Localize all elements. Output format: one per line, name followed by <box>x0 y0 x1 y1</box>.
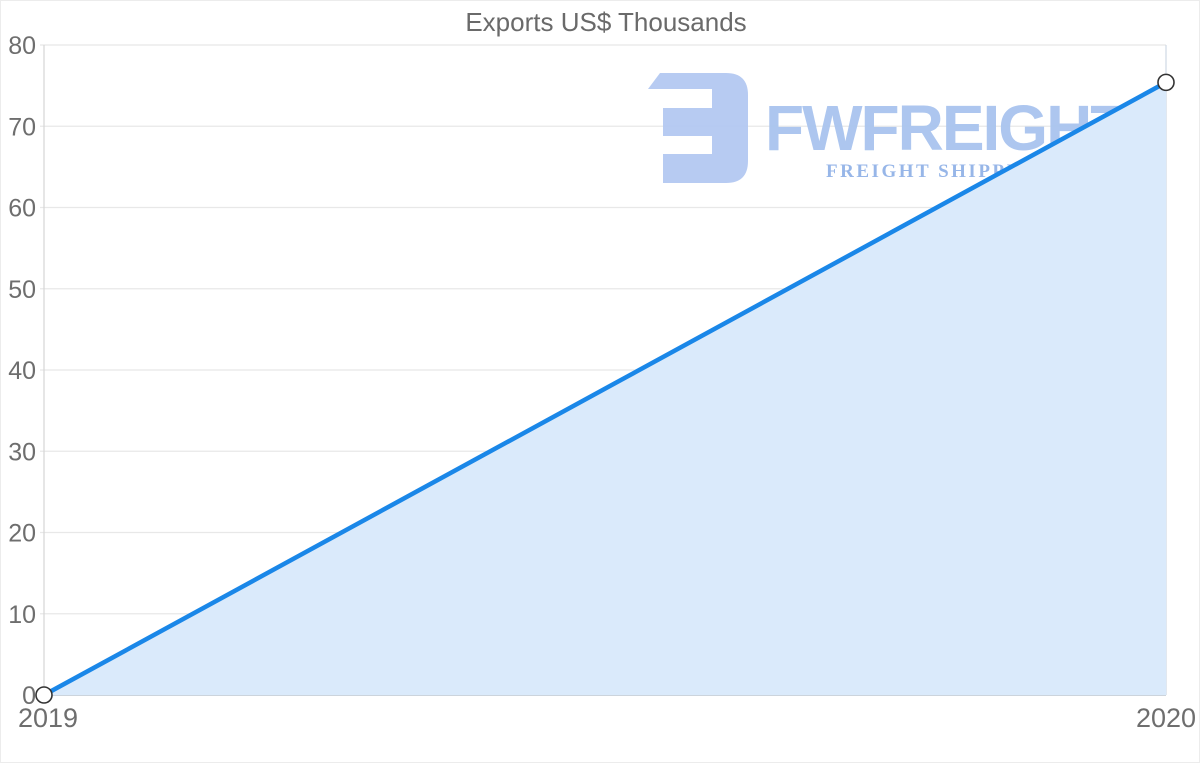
y-tick-label-70: 70 <box>8 113 36 141</box>
y-tick-label-80: 80 <box>8 32 36 60</box>
y-tick-label-0: 0 <box>22 682 36 710</box>
y-tick-label-10: 10 <box>8 601 36 629</box>
y-tick-label-20: 20 <box>8 520 36 548</box>
chart-title: Exports US$ Thousands <box>465 7 746 37</box>
y-tick-label-60: 60 <box>8 195 36 223</box>
data-point-marker-2020 <box>1157 73 1175 92</box>
series-layer <box>35 73 1175 704</box>
y-tick-label-50: 50 <box>8 276 36 304</box>
x-axis-layer: 2019 2020 <box>18 703 1196 733</box>
x-tick-label-2020: 2020 <box>1136 703 1196 733</box>
x-tick-label-2019: 2019 <box>18 703 78 733</box>
exports-line <box>41 80 1169 698</box>
y-tick-label-40: 40 <box>8 357 36 385</box>
fwfreight-logo-icon <box>648 73 748 183</box>
y-tick-label-30: 30 <box>8 438 36 466</box>
data-point-marker-2019 <box>35 686 53 704</box>
